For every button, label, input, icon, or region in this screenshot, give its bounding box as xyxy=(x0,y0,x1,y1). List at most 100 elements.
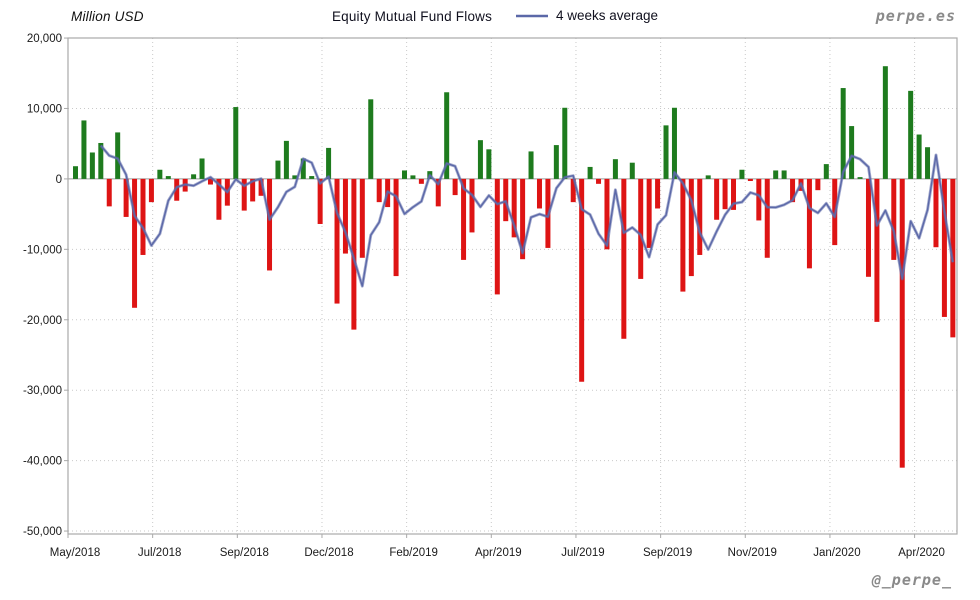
bar-week-68 xyxy=(646,178,652,248)
bar-week-71 xyxy=(671,107,677,179)
x-axis-label: Apr/2020 xyxy=(898,547,945,559)
bar-week-81 xyxy=(756,178,762,221)
bar-week-52 xyxy=(511,178,517,238)
bar-week-80 xyxy=(747,178,753,182)
chart-title: Equity Mutual Fund Flows xyxy=(331,9,493,24)
bar-week-41 xyxy=(418,178,424,184)
bar-week-49 xyxy=(486,149,492,179)
bar-week-11 xyxy=(165,176,171,179)
bar-week-15 xyxy=(199,158,205,179)
bar-week-5 xyxy=(115,132,121,179)
bar-week-24 xyxy=(275,160,281,179)
bar-week-97 xyxy=(891,178,897,260)
bar-week-74 xyxy=(697,178,703,255)
bar-week-61 xyxy=(587,166,593,179)
bar-week-48 xyxy=(477,140,483,179)
bar-week-27 xyxy=(300,158,306,179)
bar-week-28 xyxy=(309,176,315,179)
bar-week-21 xyxy=(250,178,256,202)
bar-week-26 xyxy=(292,175,298,179)
bar-week-6 xyxy=(123,178,129,217)
bar-week-54 xyxy=(528,151,534,179)
bar-week-23 xyxy=(267,178,273,271)
bar-week-60 xyxy=(579,178,585,382)
bar-week-2 xyxy=(89,152,95,179)
x-axis-label: Apr/2019 xyxy=(475,547,522,559)
bar-week-85 xyxy=(790,178,796,203)
bar-week-29 xyxy=(317,178,323,224)
watermark-handle: @_perpe_ xyxy=(871,571,952,589)
bar-week-40 xyxy=(410,175,416,179)
bar-week-73 xyxy=(688,178,694,277)
bar-week-39 xyxy=(402,170,407,179)
watermark-site: perpe.es xyxy=(875,7,956,25)
y-axis-label: -10,000 xyxy=(23,244,62,256)
bar-week-70 xyxy=(663,125,669,179)
x-axis-label: May/2018 xyxy=(50,547,101,559)
y-axis-label: 0 xyxy=(56,174,62,186)
bar-week-75 xyxy=(705,175,711,179)
x-axis-label: Sep/2018 xyxy=(220,547,269,559)
bar-week-38 xyxy=(393,178,399,277)
bar-week-3 xyxy=(98,142,104,179)
legend: 4 weeks average xyxy=(515,8,658,23)
bar-week-87 xyxy=(806,178,812,269)
bar-week-103 xyxy=(941,178,947,317)
bar-week-44 xyxy=(444,92,450,179)
bar-week-43 xyxy=(435,178,441,207)
bar-week-96 xyxy=(882,66,888,179)
bar-week-35 xyxy=(368,99,374,179)
y-axis-label: 20,000 xyxy=(27,33,62,45)
bar-week-45 xyxy=(452,178,458,196)
bar-week-31 xyxy=(334,178,340,304)
bar-week-8 xyxy=(140,178,146,255)
bar-week-32 xyxy=(342,178,348,254)
bar-week-14 xyxy=(191,174,197,179)
bar-week-92 xyxy=(849,126,855,179)
bar-week-94 xyxy=(865,178,871,277)
bar-week-65 xyxy=(621,178,627,339)
bar-week-30 xyxy=(326,147,332,179)
bar-week-102 xyxy=(933,178,939,248)
legend-label: 4 weeks average xyxy=(556,8,659,23)
bar-week-34 xyxy=(359,178,365,258)
bar-week-67 xyxy=(638,178,644,279)
bar-week-91 xyxy=(840,88,846,179)
bar-week-7 xyxy=(132,178,138,308)
x-axis-label: Nov/2019 xyxy=(728,547,777,559)
y-axis-label: -50,000 xyxy=(23,526,62,538)
y-axis-label: -40,000 xyxy=(23,456,62,468)
bar-week-93 xyxy=(857,177,863,179)
y-axis-title: Million USD xyxy=(71,9,144,24)
y-axis-label: -30,000 xyxy=(23,385,62,397)
bar-week-1 xyxy=(81,120,87,179)
bar-week-89 xyxy=(823,164,829,179)
bar-week-72 xyxy=(680,178,686,292)
bar-week-20 xyxy=(241,178,247,211)
bar-week-9 xyxy=(148,178,154,203)
bar-week-69 xyxy=(655,178,661,209)
bar-week-83 xyxy=(773,170,779,179)
bar-week-88 xyxy=(815,178,821,191)
y-axis-label: -20,000 xyxy=(23,315,62,327)
bar-week-78 xyxy=(731,178,737,210)
bar-week-53 xyxy=(520,178,526,260)
y-axis-label: 10,000 xyxy=(27,103,62,115)
bar-week-64 xyxy=(612,159,618,179)
bar-week-25 xyxy=(283,140,289,179)
bar-week-84 xyxy=(781,170,787,179)
x-axis-label: Jan/2020 xyxy=(813,547,860,559)
bar-week-79 xyxy=(739,169,745,179)
average-line xyxy=(100,145,954,287)
bar-week-19 xyxy=(233,107,239,179)
bar-week-10 xyxy=(157,169,163,179)
x-axis-label: Jul/2019 xyxy=(561,547,604,559)
bar-week-76 xyxy=(714,178,720,220)
bar-week-62 xyxy=(596,178,602,184)
bar-week-77 xyxy=(722,178,728,210)
x-axis-label: Feb/2019 xyxy=(389,547,438,559)
bar-week-16 xyxy=(207,178,213,185)
bar-week-36 xyxy=(376,178,382,203)
